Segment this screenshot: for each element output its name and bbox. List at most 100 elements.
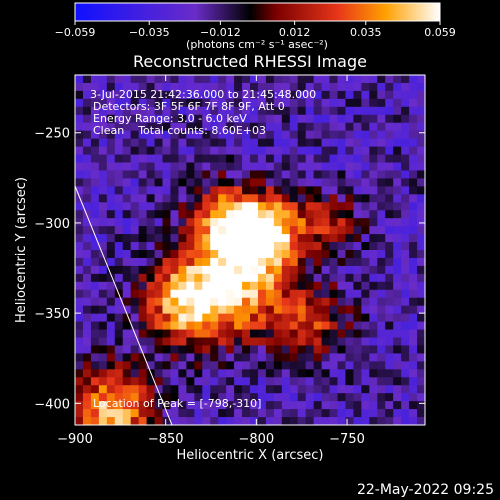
- heatmap-cell: [353, 98, 362, 108]
- heatmap-cell: [297, 329, 307, 339]
- heatmap-cell: [122, 385, 132, 394]
- heatmap-cell: [242, 273, 251, 283]
- heatmap-cell: [82, 226, 92, 235]
- heatmap-cell: [273, 361, 283, 370]
- heatmap-cell: [138, 194, 148, 203]
- heatmap-cell: [146, 345, 156, 354]
- heatmap-cell: [321, 289, 331, 299]
- heatmap-cell: [273, 329, 283, 339]
- heatmap-cell: [305, 313, 315, 323]
- heatmap-cell: [289, 82, 299, 92]
- heatmap-cell: [226, 329, 235, 339]
- heatmap-cell: [321, 385, 331, 394]
- heatmap-cell: [377, 417, 386, 425]
- heatmap-cell: [122, 194, 132, 203]
- heatmap-cell: [321, 305, 331, 315]
- heatmap-cell: [242, 257, 251, 267]
- heatmap-cell: [329, 250, 339, 259]
- heatmap-cell: [297, 114, 307, 124]
- heatmap-cell: [297, 154, 307, 164]
- heatmap-cell: [321, 178, 331, 187]
- x-axis-title: Heliocentric X (arcsec): [177, 448, 324, 463]
- heatmap-cell: [186, 305, 195, 315]
- heatmap-cell: [353, 297, 362, 307]
- timestamp: 22-May-2022 09:25: [356, 482, 494, 498]
- heatmap-cell: [178, 130, 187, 140]
- heatmap-cell: [218, 242, 227, 251]
- heatmap-cell: [202, 122, 211, 132]
- heatmap-cell: [210, 234, 219, 243]
- heatmap-cell: [321, 401, 331, 410]
- heatmap-cell: [329, 257, 339, 267]
- heatmap-cell: [329, 305, 339, 315]
- heatmap-cell: [385, 313, 394, 323]
- heatmap-cell: [385, 218, 394, 227]
- heatmap-cell: [162, 273, 172, 283]
- heatmap-cell: [75, 313, 84, 323]
- heatmap-cell: [98, 297, 108, 307]
- colorbar-tick-label: −0.012: [200, 26, 241, 39]
- heatmap-cell: [409, 178, 418, 187]
- heatmap-cell: [122, 417, 132, 425]
- heatmap-cell: [305, 178, 315, 187]
- heatmap-cell: [313, 321, 323, 331]
- heatmap-cell: [122, 361, 132, 370]
- heatmap-cell: [409, 377, 418, 386]
- heatmap-cell: [178, 265, 187, 275]
- heatmap-cell: [194, 385, 203, 394]
- heatmap-cell: [337, 345, 347, 354]
- heatmap-cell: [329, 417, 339, 425]
- heatmap-cell: [210, 146, 219, 156]
- heatmap-cell: [409, 154, 418, 164]
- heatmap-cell: [369, 369, 378, 378]
- heatmap-cell: [210, 178, 219, 187]
- heatmap-cell: [218, 313, 227, 323]
- heatmap-cell: [281, 218, 291, 227]
- heatmap-cell: [353, 122, 362, 132]
- heatmap-cell: [337, 138, 347, 148]
- heatmap-cell: [210, 98, 219, 108]
- heatmap-cell: [305, 226, 315, 235]
- heatmap-cell: [281, 305, 291, 315]
- heatmap-cell: [273, 345, 283, 354]
- heatmap-cell: [265, 409, 275, 418]
- heatmap-cell: [329, 289, 339, 299]
- heatmap-cell: [401, 170, 410, 179]
- heatmap-cell: [297, 178, 307, 187]
- heatmap-cell: [337, 385, 347, 394]
- heatmap-cell: [377, 194, 386, 203]
- heatmap-cell: [353, 305, 362, 315]
- heatmap-cell: [321, 345, 331, 354]
- heatmap-cell: [234, 353, 243, 362]
- heatmap-cell: [417, 106, 425, 116]
- heatmap-cell: [90, 82, 100, 92]
- colorbar: −0.059 −0.035 −0.012 0.012 0.035 0.059 (photo…: [55, 2, 456, 51]
- heatmap-cell: [417, 202, 425, 211]
- heatmap-cell: [75, 154, 84, 164]
- heatmap-cell: [114, 178, 124, 187]
- heatmap-cell: [130, 130, 140, 140]
- heatmap-cell: [202, 353, 211, 362]
- heatmap-cell: [178, 289, 187, 299]
- heatmap-cell: [114, 305, 124, 315]
- heatmap-cell: [242, 369, 251, 378]
- heatmap-cell: [281, 242, 291, 251]
- heatmap-cell: [313, 210, 323, 219]
- heatmap-cell: [250, 218, 259, 227]
- heatmap-cell: [98, 162, 108, 172]
- heatmap-cell: [82, 417, 92, 425]
- heatmap-cell: [162, 393, 172, 402]
- heatmap-cell: [98, 202, 108, 211]
- heatmap-cell: [377, 106, 386, 116]
- heatmap-cell: [154, 313, 164, 323]
- heatmap-cell: [385, 265, 394, 275]
- heatmap-cell: [170, 194, 179, 203]
- heatmap-cell: [226, 393, 235, 402]
- heatmap-cell: [417, 329, 425, 339]
- heatmap-cell: [170, 273, 179, 283]
- heatmap-cell: [353, 234, 362, 243]
- heatmap-cell: [234, 146, 243, 156]
- heatmap-cell: [218, 90, 227, 100]
- heatmap-cell: [75, 226, 84, 235]
- heatmap-cell: [297, 353, 307, 362]
